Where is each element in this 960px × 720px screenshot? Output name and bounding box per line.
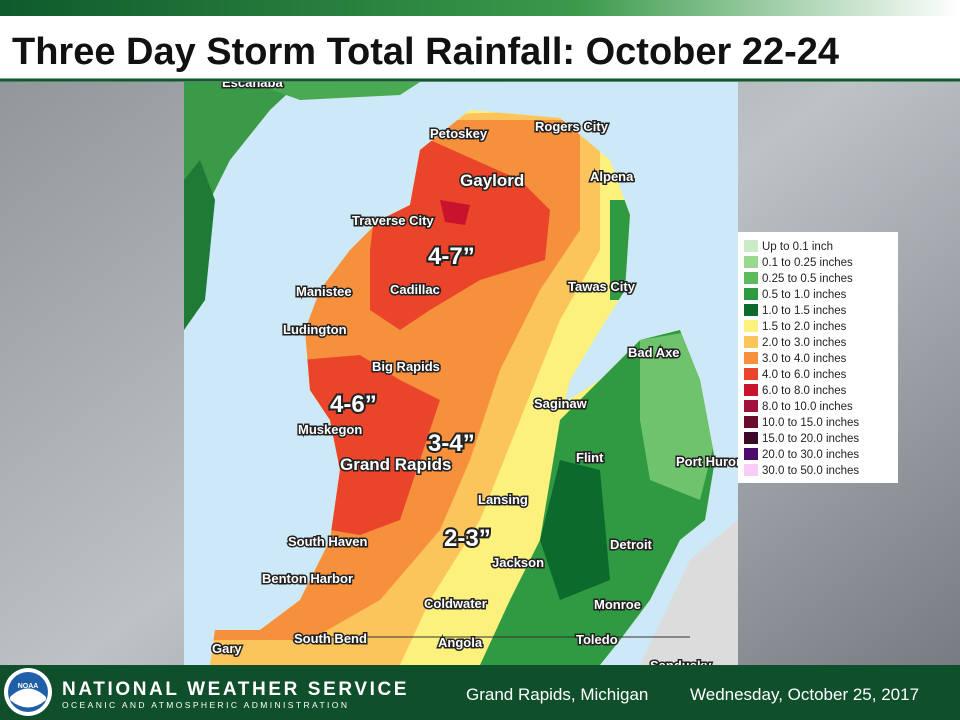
zone-4-north <box>370 140 550 330</box>
legend-label: 15.0 to 20.0 inches <box>762 433 859 445</box>
legend: Up to 0.1 inch 0.1 to 0.25 inches 0.25 to … <box>738 232 898 483</box>
city: Escanaba <box>222 75 283 90</box>
legend-swatch <box>744 384 758 396</box>
city: Tawas City <box>568 279 636 294</box>
footer <box>0 665 960 720</box>
city: Rogers City <box>535 119 609 134</box>
city-labels: Petoskey Rogers City Gaylord Alpena Trav… <box>211 75 744 673</box>
zone-6 <box>440 200 470 225</box>
rain-annotation: 4-6” <box>330 391 377 418</box>
legend-label: 1.5 to 2.0 inches <box>762 321 847 333</box>
subagency: OCEANIC AND ATMOSPHERIC ADMINISTRATION <box>62 700 349 710</box>
location: Grand Rapids, Michigan <box>466 685 648 704</box>
legend-swatch <box>744 432 758 444</box>
legend-label: Up to 0.1 inch <box>762 241 833 253</box>
legend-label: 0.25 to 0.5 inches <box>762 273 853 285</box>
legend-swatch <box>744 304 758 316</box>
city: Cadillac <box>390 282 440 297</box>
city: Monroe <box>594 597 641 612</box>
city: Toledo <box>576 632 618 647</box>
date: Wednesday, October 25, 2017 <box>690 685 919 704</box>
city: Big Rapids <box>372 359 440 374</box>
legend-swatch <box>744 352 758 364</box>
legend-label: 8.0 to 10.0 inches <box>762 401 853 413</box>
legend-label: 0.5 to 1.0 inches <box>762 289 847 301</box>
city: Jackson <box>492 555 544 570</box>
title-band <box>0 16 960 80</box>
city: Port Huron <box>676 454 744 469</box>
city: Lansing <box>478 492 528 507</box>
city: Benton Harbor <box>262 571 353 586</box>
ontario <box>640 520 738 665</box>
city: Flint <box>576 450 604 465</box>
legend-label: 30.0 to 50.0 inches <box>762 465 859 477</box>
map: Petoskey Rogers City Gaylord Alpena Trav… <box>184 75 744 673</box>
city: Detroit <box>610 537 653 552</box>
legend-swatch <box>744 464 758 476</box>
legend-swatch <box>744 368 758 380</box>
legend-label: 1.0 to 1.5 inches <box>762 305 847 317</box>
legend-label: 6.0 to 8.0 inches <box>762 385 847 397</box>
logo-text: NOAA <box>18 683 39 690</box>
legend-swatch <box>744 448 758 460</box>
city: Muskegon <box>298 422 362 437</box>
agency: NATIONAL WEATHER SERVICE <box>62 679 409 700</box>
legend-swatch <box>744 272 758 284</box>
rain-annotation: 3-4” <box>428 430 475 457</box>
city: Traverse City <box>352 213 434 228</box>
legend-label: 3.0 to 4.0 inches <box>762 353 847 365</box>
upper-peninsula <box>250 82 420 100</box>
city: Petoskey <box>430 126 488 141</box>
rain-annotation: 2-3” <box>444 525 491 552</box>
city: Gaylord <box>460 171 524 190</box>
legend-label: 2.0 to 3.0 inches <box>762 337 847 349</box>
city: South Haven <box>288 534 368 549</box>
legend-swatch <box>744 288 758 300</box>
legend-box <box>738 232 898 483</box>
title: Three Day Storm Total Rainfall: October … <box>12 31 839 73</box>
city: Bad Axe <box>628 345 680 360</box>
zone-1 <box>540 460 610 600</box>
legend-label: 20.0 to 30.0 inches <box>762 449 859 461</box>
legend-label: 4.0 to 6.0 inches <box>762 369 847 381</box>
legend-label: 0.1 to 0.25 inches <box>762 257 853 269</box>
legend-swatch <box>744 240 758 252</box>
city: Grand Rapids <box>340 455 451 474</box>
city: Saginaw <box>534 396 588 411</box>
wisconsin-shade <box>184 160 215 330</box>
legend-swatch <box>744 320 758 332</box>
city: Sandusky <box>650 658 712 673</box>
city: Alpena <box>590 169 634 184</box>
city: Ludington <box>283 322 347 337</box>
legend-swatch <box>744 256 758 268</box>
legend-swatch <box>744 416 758 428</box>
wisconsin <box>184 82 300 330</box>
top-bar <box>0 0 960 16</box>
city: Gary <box>212 641 242 656</box>
legend-swatch <box>744 400 758 412</box>
city: Coldwater <box>424 596 487 611</box>
city: Manistee <box>296 284 352 299</box>
legend-swatch <box>744 336 758 348</box>
city: South Bend <box>294 631 367 646</box>
logo-bird <box>10 688 46 708</box>
legend-label: 10.0 to 15.0 inches <box>762 417 859 429</box>
city: Angola <box>438 635 483 650</box>
rain-annotation: 4-7” <box>428 243 475 270</box>
